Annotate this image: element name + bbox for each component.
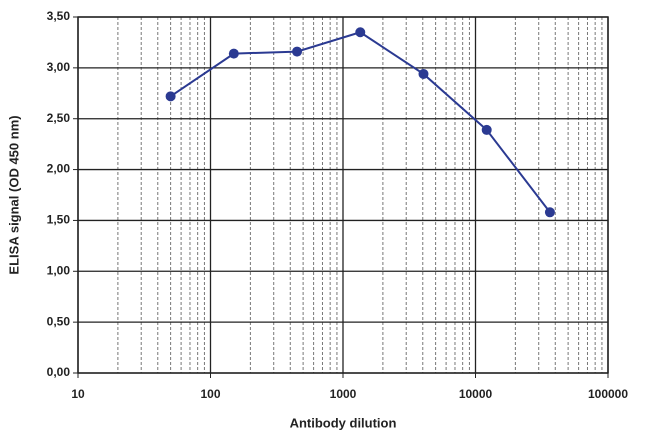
x-tick-label: 10 (71, 387, 85, 401)
x-tick-label: 100000 (588, 387, 628, 401)
data-point (481, 124, 492, 135)
series-line (170, 31, 551, 213)
data-point (355, 27, 366, 38)
data-point (228, 48, 239, 59)
y-tick-label: 3,50 (47, 9, 71, 23)
y-tick-label: 0,50 (47, 314, 71, 328)
x-tick-label: 10000 (459, 387, 493, 401)
y-axis-title: ELISA signal (OD 450 nm) (6, 115, 21, 274)
y-tick-label: 0,00 (47, 365, 71, 379)
data-point (292, 46, 303, 57)
y-tick-label: 1,00 (47, 263, 71, 277)
data-point (418, 68, 429, 79)
y-tick-label: 1,50 (47, 213, 71, 227)
x-axis-title: Antibody dilution (290, 415, 397, 430)
x-tick-label: 100 (200, 387, 220, 401)
y-tick-label: 2,50 (47, 111, 71, 125)
y-tick-label: 3,00 (47, 60, 71, 74)
x-tick-label: 1000 (330, 387, 357, 401)
y-tick-label: 2,00 (47, 162, 71, 176)
data-point (165, 91, 176, 102)
data-point (544, 207, 555, 218)
plot-frame (77, 16, 609, 374)
